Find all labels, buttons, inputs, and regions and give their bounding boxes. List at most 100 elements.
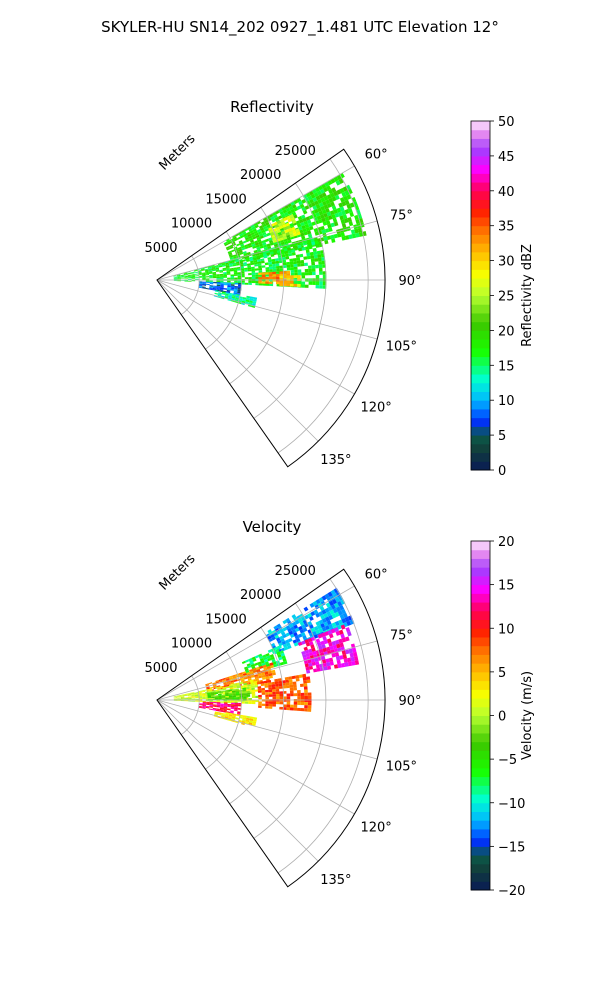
echo-cell [187, 276, 192, 278]
echo-cell [329, 645, 334, 651]
echo-cell [235, 690, 240, 693]
echo-cell [317, 207, 322, 213]
echo-cell [274, 258, 279, 262]
echo-cell [290, 226, 296, 231]
echo-cell [276, 276, 280, 280]
echo-cell [255, 244, 260, 248]
echo-cell [260, 683, 265, 687]
colorbar-step [471, 750, 490, 760]
echo-cell [223, 685, 228, 688]
echo-cell [309, 602, 315, 608]
echo-cell [340, 599, 346, 605]
echo-cell [321, 659, 327, 664]
echo-cell [244, 244, 249, 248]
echo-cell [326, 185, 332, 191]
echo-cell [294, 619, 300, 625]
echo-cell [323, 639, 329, 645]
echo-cell [272, 266, 277, 270]
echo-cell [206, 687, 211, 690]
echo-cell [184, 698, 189, 699]
echo-cell [194, 692, 199, 694]
echo-cell [269, 242, 274, 246]
echo-cell [296, 707, 301, 712]
echo-cell [307, 203, 313, 209]
echo-cell [340, 231, 345, 237]
echo-cell [244, 277, 249, 280]
echo-cell [240, 234, 245, 239]
echo-cell [228, 295, 233, 299]
colorbar-step [471, 794, 490, 804]
echo-cell [250, 232, 255, 236]
echo-cell [221, 295, 225, 298]
echo-cell [253, 222, 258, 227]
echo-cell [251, 266, 255, 270]
echo-cell [252, 658, 257, 662]
echo-cell [292, 229, 297, 234]
echo-cell [195, 697, 199, 699]
echo-cell [277, 222, 283, 227]
echo-cell [330, 234, 335, 240]
echo-cell [275, 683, 279, 687]
echo-cell [262, 654, 267, 658]
echo-cell [232, 695, 236, 698]
echo-cell [341, 223, 347, 229]
echo-cell [194, 271, 199, 274]
echo-cell [285, 682, 290, 686]
colorbar-step [471, 208, 490, 218]
echo-cell [232, 293, 237, 296]
echo-cell [284, 676, 289, 681]
echo-cell [245, 717, 250, 721]
echo-cell [234, 282, 239, 285]
colorbar-step [471, 689, 490, 699]
echo-cell [177, 697, 181, 699]
echo-cell [313, 626, 319, 631]
azimuth-tick-label: 135° [320, 873, 351, 888]
echo-cell [279, 278, 283, 281]
echo-cell [246, 690, 250, 694]
echo-cell [293, 232, 298, 237]
echo-cell [222, 688, 227, 691]
echo-cell [337, 600, 343, 607]
echo-cell [263, 666, 268, 671]
echo-cell [271, 672, 276, 676]
echo-cell [258, 243, 264, 247]
echo-cell [322, 200, 327, 206]
echo-cell [277, 254, 282, 259]
echo-cell [341, 650, 347, 656]
echo-cell [315, 195, 321, 201]
echo-cell [344, 190, 350, 196]
echo-cell [292, 639, 298, 644]
echo-cell [213, 686, 217, 688]
echo-cell [220, 706, 224, 708]
echo-cell [220, 286, 224, 288]
echo-cell [191, 274, 195, 277]
colorbar-tick-label: −10 [498, 797, 525, 812]
echo-cell [219, 707, 224, 710]
echo-cell [264, 228, 269, 232]
echo-cell [244, 680, 249, 684]
azimuth-tick-label: 90° [398, 274, 421, 289]
echo-cell [262, 231, 267, 236]
echo-cell [187, 277, 192, 279]
echo-cell [279, 283, 283, 287]
echo-cell [336, 643, 341, 649]
echo-cell [305, 216, 311, 221]
echo-cell [306, 252, 311, 257]
colorbar-tick-label: 15 [498, 579, 515, 594]
echo-cell [294, 634, 300, 640]
echo-cell [338, 629, 344, 635]
echo-cell [318, 264, 323, 269]
echo-cell [177, 277, 181, 279]
echo-cell [262, 253, 267, 257]
echo-cell [202, 284, 207, 286]
echo-cell [276, 249, 281, 254]
echo-cell [305, 246, 310, 251]
echo-cell [267, 245, 272, 250]
echo-cell [191, 695, 195, 697]
echo-cell [246, 663, 251, 667]
echo-cell [319, 271, 323, 275]
echo-cell [253, 230, 258, 235]
echo-cell [250, 262, 255, 266]
echo-cell [301, 206, 306, 212]
